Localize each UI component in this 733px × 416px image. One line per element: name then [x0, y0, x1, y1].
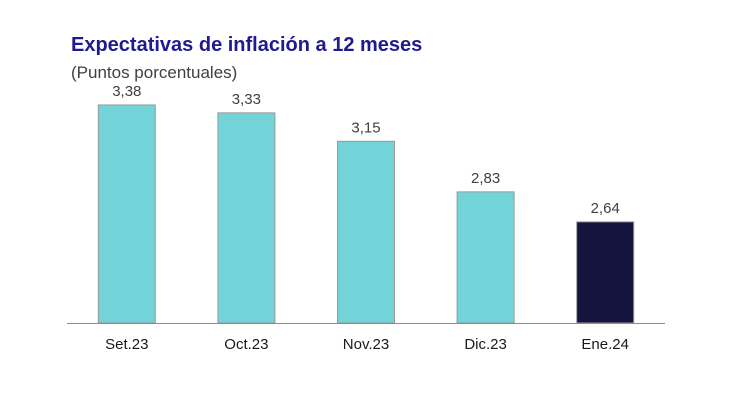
value-label: 3,15: [351, 119, 380, 136]
category-label: Set.23: [105, 336, 148, 353]
value-labels-group: 3,38 3,33 3,15 2,83 2,64: [112, 83, 620, 217]
value-label: 3,33: [232, 91, 261, 108]
bar-ene-24: [576, 221, 635, 324]
value-label: 2,83: [471, 170, 500, 187]
bar-dic-23: [456, 191, 515, 324]
chart-title: Expectativas de inflación a 12 meses: [71, 34, 423, 56]
category-label: Ene.24: [581, 336, 629, 353]
category-label: Nov.23: [343, 336, 389, 353]
value-label: 3,38: [112, 83, 141, 100]
bar-nov-23: [337, 140, 395, 324]
category-label: Dic.23: [464, 336, 507, 353]
category-label: Oct.23: [224, 336, 268, 353]
chart-subtitle: (Puntos porcentuales): [71, 63, 238, 82]
bar-set-23: [97, 104, 156, 324]
bars-group: [97, 104, 635, 324]
value-label: 2,64: [591, 200, 620, 217]
category-labels-group: Set.23 Oct.23 Nov.23 Dic.23 Ene.24: [105, 336, 629, 353]
bar-oct-23: [217, 112, 276, 324]
